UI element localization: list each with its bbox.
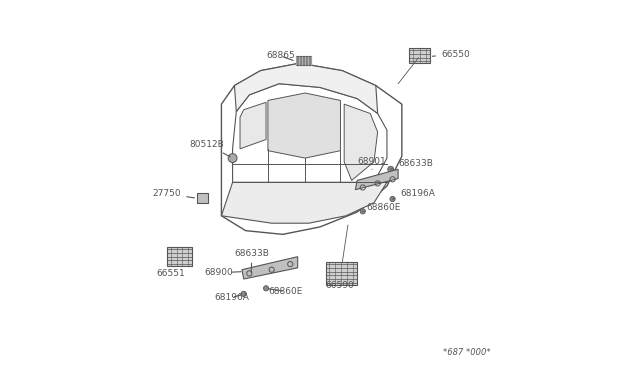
FancyBboxPatch shape: [326, 262, 357, 285]
Polygon shape: [234, 63, 378, 113]
Circle shape: [228, 154, 237, 163]
Circle shape: [390, 196, 395, 202]
Text: 68900: 68900: [205, 267, 234, 276]
Circle shape: [388, 166, 394, 172]
Polygon shape: [221, 182, 387, 223]
Circle shape: [360, 209, 365, 214]
Text: 68860E: 68860E: [268, 287, 302, 296]
Polygon shape: [268, 93, 340, 158]
Text: 66550: 66550: [433, 49, 470, 58]
Circle shape: [241, 291, 246, 296]
Polygon shape: [344, 104, 378, 180]
Text: 68633B: 68633B: [390, 158, 433, 169]
FancyBboxPatch shape: [296, 56, 310, 65]
Text: 66590: 66590: [326, 281, 355, 290]
Text: 27750: 27750: [152, 189, 195, 198]
Polygon shape: [240, 102, 266, 149]
Polygon shape: [197, 193, 209, 203]
Polygon shape: [355, 169, 398, 190]
Text: 68196A: 68196A: [392, 189, 435, 199]
Circle shape: [264, 286, 269, 291]
FancyBboxPatch shape: [168, 247, 191, 266]
FancyBboxPatch shape: [410, 48, 429, 63]
Text: 68901: 68901: [357, 157, 386, 169]
Text: 66551: 66551: [156, 269, 185, 278]
Text: 80512B: 80512B: [190, 140, 230, 157]
Text: *687 *000*: *687 *000*: [443, 348, 490, 357]
Polygon shape: [242, 257, 298, 279]
Text: 68860E: 68860E: [363, 203, 401, 212]
Text: 68865: 68865: [266, 51, 295, 60]
Text: 68196A: 68196A: [214, 293, 249, 302]
Text: 68633B: 68633B: [234, 248, 269, 273]
